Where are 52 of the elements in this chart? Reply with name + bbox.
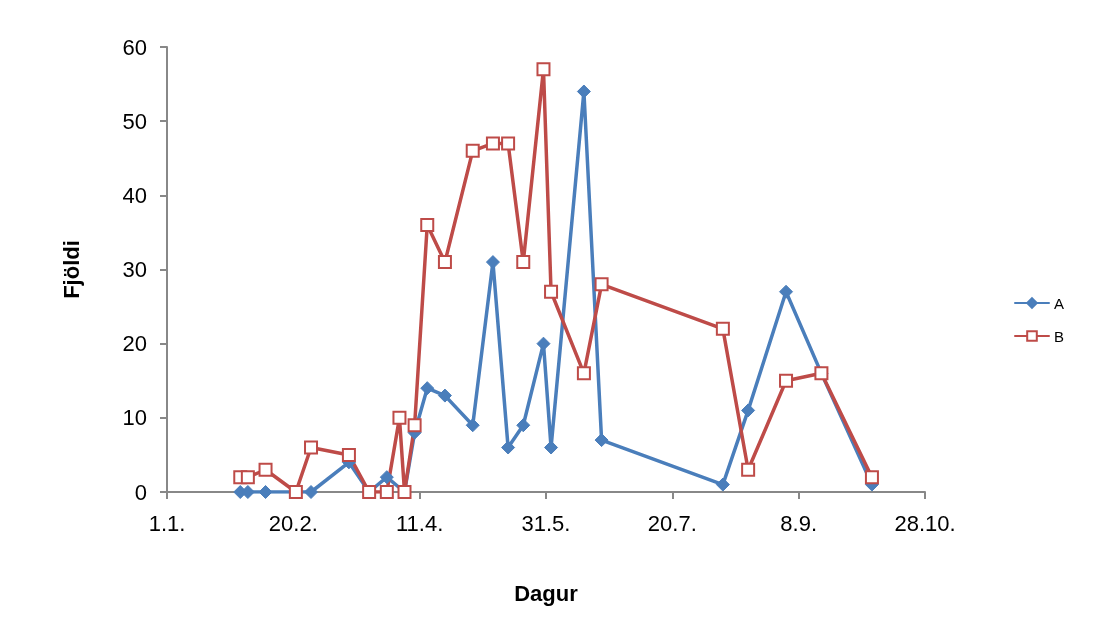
point — [420, 381, 435, 396]
point — [544, 440, 559, 455]
point — [715, 321, 730, 336]
legend-label: B — [1054, 327, 1065, 345]
y-tick-label: 60 — [122, 34, 147, 60]
point — [420, 218, 435, 232]
y-tick-label: 40 — [122, 182, 147, 208]
point — [715, 477, 730, 492]
point — [485, 136, 500, 151]
x-axis-title: Dagur — [514, 580, 579, 606]
x-tick-label: 31.5. — [521, 510, 571, 536]
y-tick-label: 20 — [122, 331, 147, 357]
point — [379, 485, 394, 499]
point — [240, 470, 255, 485]
point — [576, 84, 591, 99]
point — [258, 462, 273, 477]
point — [501, 136, 516, 151]
point — [341, 447, 356, 462]
x-tick-label: 20.2. — [268, 510, 318, 536]
point — [594, 433, 609, 448]
point — [516, 255, 531, 270]
x-tick-label: 1.1. — [148, 510, 186, 536]
point — [576, 366, 591, 381]
y-tick-label: 10 — [122, 405, 147, 431]
point — [536, 336, 551, 351]
point — [779, 373, 794, 388]
y-tick-label: 50 — [122, 108, 147, 134]
point — [516, 418, 531, 433]
point — [536, 62, 551, 77]
x-tick-label: 11.4. — [396, 510, 444, 536]
point — [544, 284, 559, 299]
x-tick-label: 28.10. — [894, 510, 956, 536]
point — [258, 485, 273, 499]
point — [465, 418, 480, 433]
point — [864, 470, 879, 485]
y-tick-label: 0 — [134, 479, 147, 505]
point — [437, 388, 452, 403]
point — [407, 418, 422, 433]
point — [465, 143, 480, 158]
point — [392, 410, 407, 425]
point — [741, 462, 756, 477]
x-tick-label: 20.7. — [647, 510, 697, 536]
y-tick-label: 30 — [122, 257, 147, 282]
x-tick-label: 8.9. — [780, 510, 818, 536]
y-axis-title: Fjöldi — [58, 240, 84, 299]
legend-label: A — [1054, 294, 1065, 312]
point — [741, 403, 756, 418]
point — [594, 277, 609, 292]
point — [437, 255, 452, 270]
point — [379, 470, 394, 485]
point — [779, 284, 794, 299]
point — [501, 440, 516, 455]
